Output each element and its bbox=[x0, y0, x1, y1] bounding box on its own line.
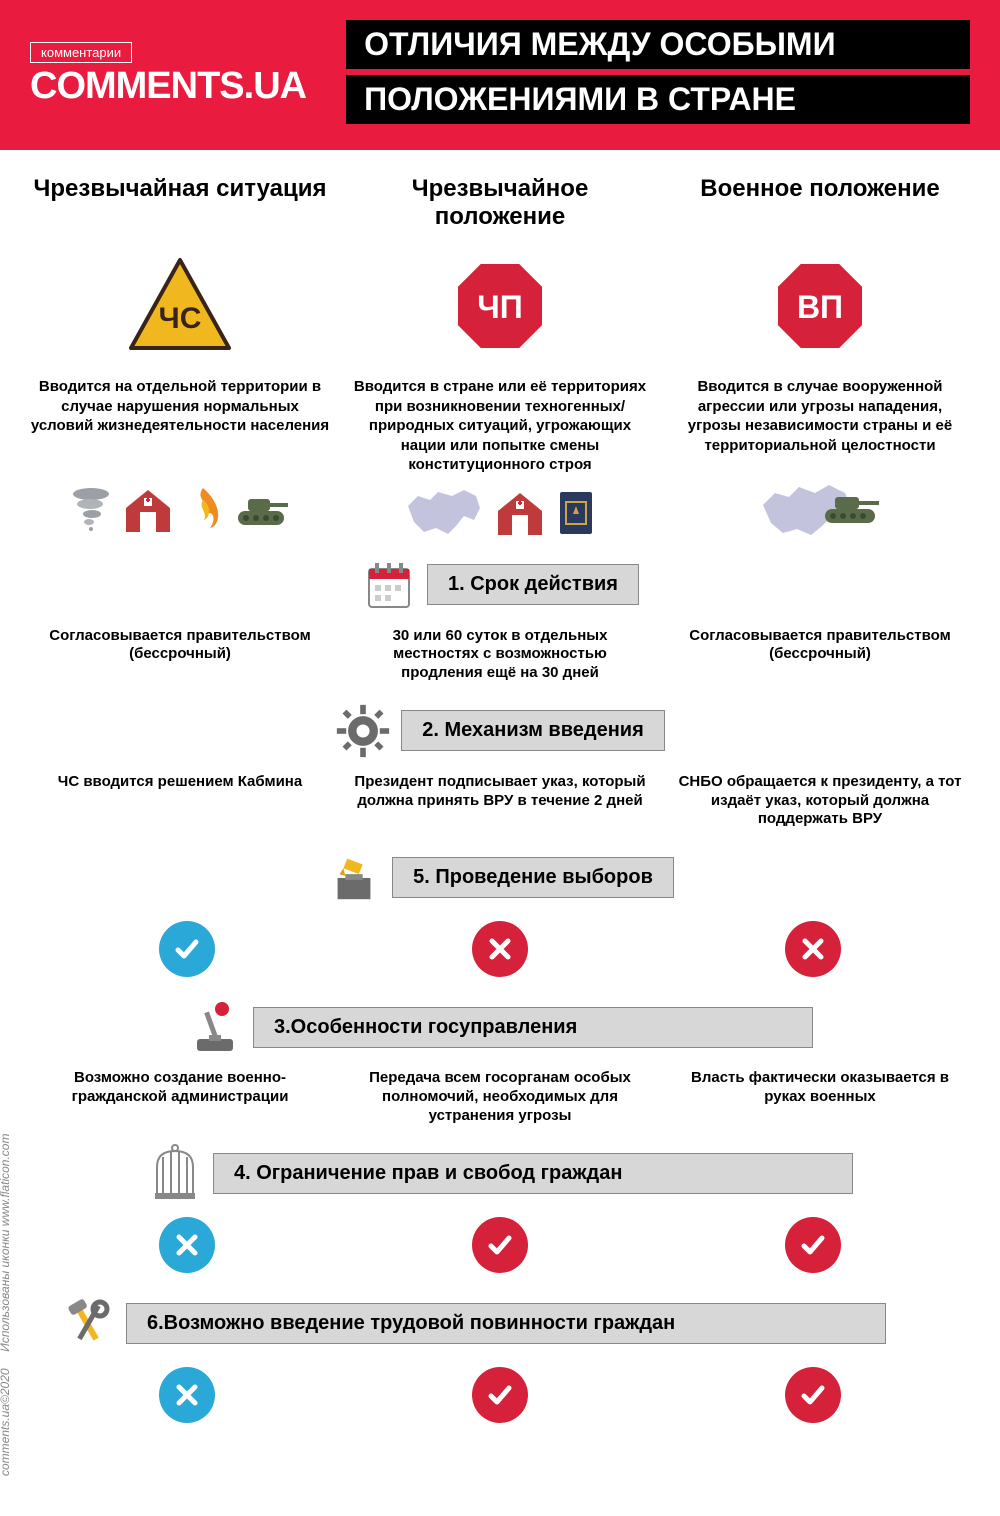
section-header-6: 6.Возможно введение трудовой повинности … bbox=[60, 1295, 970, 1351]
icons-credit: comments.ua©2020 Использованы иконки www… bbox=[0, 1134, 12, 1476]
check-icon bbox=[785, 1367, 841, 1423]
column-desc: Вводится на отдельной территории в случа… bbox=[30, 377, 330, 472]
cell: Возможно создание военно-гражданской адм… bbox=[30, 1063, 330, 1131]
check-icon bbox=[472, 1367, 528, 1423]
section-header-2: 2. Механизм введения bbox=[30, 703, 970, 759]
column-emergency-situation: Чрезвычайная ситуация ЧС Вводится на отд… bbox=[30, 175, 330, 543]
cell: ЧС вводится решением Кабмина bbox=[30, 767, 330, 835]
section-label: 3.Особенности госуправления bbox=[253, 1007, 813, 1048]
section-3-row: Возможно создание военно-гражданской адм… bbox=[0, 1063, 1000, 1131]
svg-text:ЧП: ЧП bbox=[477, 289, 522, 325]
section-label: 6.Возможно введение трудовой повинности … bbox=[126, 1303, 886, 1344]
logo: комментарии COMMENTS.UA bbox=[30, 42, 306, 108]
logo-tag: комментарии bbox=[30, 42, 132, 63]
cell: Передача всем госорганам особых полномоч… bbox=[350, 1063, 650, 1131]
title-line-1: ОТЛИЧИЯ МЕЖДУ ОСОБЫМИ bbox=[346, 20, 970, 69]
section-6-marks bbox=[0, 1359, 1000, 1431]
cell: Власть фактически оказывается в руках во… bbox=[670, 1063, 970, 1131]
check-icon bbox=[785, 1217, 841, 1273]
columns-header: Чрезвычайная ситуация ЧС Вводится на отд… bbox=[0, 150, 1000, 543]
sign-octagon: ВП bbox=[670, 251, 970, 361]
column-martial-law: Военное положение ВП Вводится в случае в… bbox=[670, 175, 970, 543]
check-icon bbox=[472, 1217, 528, 1273]
column-emergency-state: Чрезвычайное положение ЧП Вводится в стр… bbox=[350, 175, 650, 543]
section-header-5: 5. Проведение выборов bbox=[30, 849, 970, 905]
column-desc: Вводится в случае вооруженной агрессии и… bbox=[670, 377, 970, 472]
cross-icon bbox=[159, 1217, 215, 1273]
svg-text:ЧС: ЧС bbox=[159, 302, 202, 335]
cell: Президент подписывает указ, который долж… bbox=[350, 767, 650, 835]
cell: 30 или 60 суток в отдельных местностях с… bbox=[350, 621, 650, 689]
infographic-page: комментарии COMMENTS.UA ОТЛИЧИЯ МЕЖДУ ОС… bbox=[0, 0, 1000, 1516]
section-header-1: 1. Срок действия bbox=[30, 557, 970, 613]
cross-icon bbox=[472, 921, 528, 977]
section-label: 1. Срок действия bbox=[427, 564, 639, 605]
section-label: 4. Ограничение прав и свобод граждан bbox=[213, 1153, 853, 1194]
section-header-3: 3.Особенности госуправления bbox=[30, 999, 970, 1055]
gear-icon bbox=[335, 703, 391, 759]
sign-octagon: ЧП bbox=[350, 251, 650, 361]
section-label: 5. Проведение выборов bbox=[392, 857, 674, 898]
sign-triangle: ЧС bbox=[30, 251, 330, 361]
tools-icon bbox=[60, 1295, 116, 1351]
tank-icon bbox=[232, 489, 290, 531]
icons-row bbox=[670, 480, 970, 540]
tank-icon bbox=[819, 485, 881, 529]
map-icon bbox=[404, 486, 484, 540]
icons-row bbox=[30, 480, 330, 540]
cell: Согласовывается правительством (бессрочн… bbox=[670, 621, 970, 689]
logo-main: COMMENTS.UA bbox=[30, 65, 306, 108]
cross-icon bbox=[785, 921, 841, 977]
constitution-icon bbox=[556, 488, 596, 538]
lever-icon bbox=[187, 999, 243, 1055]
svg-text:ВП: ВП bbox=[797, 289, 843, 325]
column-title: Военное положение bbox=[670, 175, 970, 233]
section-1-row: Согласовывается правительством (бессрочн… bbox=[0, 621, 1000, 689]
barn-icon bbox=[122, 486, 174, 534]
tornado-icon bbox=[70, 486, 112, 534]
section-4-marks bbox=[0, 1209, 1000, 1281]
icons-row bbox=[350, 483, 650, 543]
column-title: Чрезвычайное положение bbox=[350, 175, 650, 233]
section-label: 2. Механизм введения bbox=[401, 710, 664, 751]
column-desc: Вводится в стране или её территориях при… bbox=[350, 377, 650, 475]
cell: Согласовывается правительством (бессрочн… bbox=[30, 621, 330, 689]
cage-icon bbox=[147, 1145, 203, 1201]
ballot-icon bbox=[326, 849, 382, 905]
title-line-2: ПОЛОЖЕНИЯМИ В СТРАНЕ bbox=[346, 75, 970, 124]
fire-icon bbox=[184, 486, 222, 534]
cell: СНБО обращается к президенту, а тот изда… bbox=[670, 767, 970, 835]
section-header-4: 4. Ограничение прав и свобод граждан bbox=[30, 1145, 970, 1201]
title: ОТЛИЧИЯ МЕЖДУ ОСОБЫМИ ПОЛОЖЕНИЯМИ В СТРА… bbox=[346, 20, 970, 130]
section-2-row: ЧС вводится решением Кабмина Президент п… bbox=[0, 767, 1000, 835]
cross-icon bbox=[159, 1367, 215, 1423]
check-icon bbox=[159, 921, 215, 977]
column-title: Чрезвычайная ситуация bbox=[30, 175, 330, 233]
calendar-icon bbox=[361, 557, 417, 613]
barn-icon bbox=[494, 489, 546, 537]
section-5-marks bbox=[0, 913, 1000, 985]
header: комментарии COMMENTS.UA ОТЛИЧИЯ МЕЖДУ ОС… bbox=[0, 0, 1000, 150]
